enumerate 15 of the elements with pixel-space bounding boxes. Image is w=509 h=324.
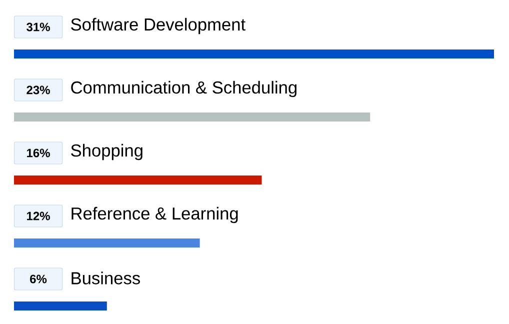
y-tick-label: Shopping bbox=[71, 144, 142, 160]
bar bbox=[14, 302, 107, 310]
bar bbox=[14, 238, 200, 248]
y-tick-label: Communication & Scheduling bbox=[71, 80, 296, 98]
data-label: 6% bbox=[30, 274, 47, 284]
y-tick-label: Business bbox=[72, 272, 140, 284]
data-label: 16% bbox=[27, 148, 50, 158]
y-tick-label: Reference & Learning bbox=[72, 206, 238, 224]
data-label: 23% bbox=[26, 86, 50, 94]
bar bbox=[14, 50, 494, 58]
y-tick-label: Software Development bbox=[71, 18, 246, 34]
bar bbox=[14, 112, 370, 122]
data-label: 31% bbox=[26, 22, 50, 32]
bar bbox=[14, 176, 262, 184]
data-label: 12% bbox=[27, 212, 50, 220]
